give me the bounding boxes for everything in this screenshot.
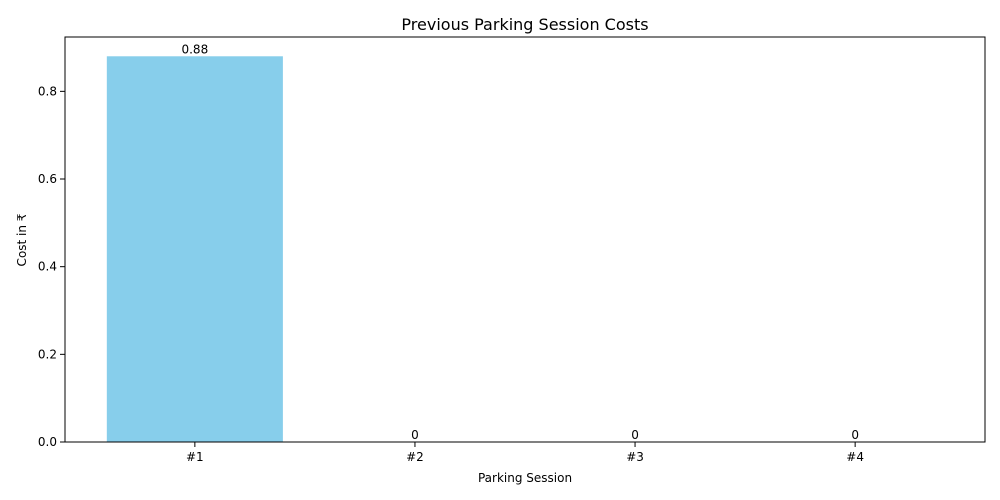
data-labels-group: 0.88 0 0 0 [181, 42, 858, 442]
x-axis-ticks: #1 #2 #3 #4 [186, 442, 864, 464]
x-tick-label-2: #2 [406, 450, 424, 464]
y-axis-ticks: 0.0 0.2 0.4 0.6 0.8 [38, 84, 65, 449]
y-axis-label: Cost in ₹ [15, 213, 29, 266]
plot-frame [64, 36, 986, 443]
x-axis-label: Parking Session [478, 471, 572, 485]
y-tick-label-2: 0.4 [38, 260, 57, 274]
x-tick-label-3: #3 [626, 450, 644, 464]
bar-1 [106, 56, 283, 443]
y-tick-label-0: 0.0 [38, 435, 57, 449]
bars-group [106, 56, 283, 443]
x-tick-label-4: #4 [846, 450, 864, 464]
y-tick-label-3: 0.6 [38, 172, 57, 186]
y-tick-label-4: 0.8 [38, 84, 57, 98]
data-label-3: 0 [631, 428, 639, 442]
x-tick-label-1: #1 [186, 450, 204, 464]
chart-title: Previous Parking Session Costs [401, 15, 648, 34]
y-tick-label-1: 0.2 [38, 347, 57, 361]
data-label-2: 0 [411, 428, 419, 442]
data-label-1: 0.88 [181, 42, 208, 56]
data-label-4: 0 [851, 428, 859, 442]
